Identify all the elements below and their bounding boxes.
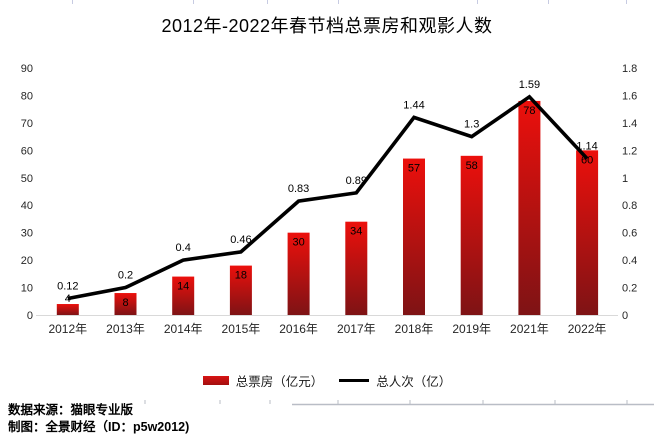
x-axis-label: 2022年 [568, 322, 607, 336]
gridline-tick [72, 0, 73, 4]
line-value-label: 0.12 [57, 281, 78, 293]
bar-2022年 [576, 150, 599, 315]
line-value-label: 0.89 [346, 175, 367, 187]
bar-2021年 [518, 100, 541, 315]
x-axis-label: 2017年 [337, 322, 376, 336]
bar-value-label: 30 [292, 237, 304, 249]
chart-legend: 总票房（亿元） 总人次（亿） [0, 371, 654, 390]
right-axis-tick: 1.8 [622, 63, 637, 75]
bar-2016年 [287, 232, 310, 315]
bar-2018年 [403, 158, 425, 315]
left-axis-tick: 70 [21, 118, 33, 130]
right-axis-tick: 1 [622, 173, 628, 185]
right-axis-tick: 0 [622, 310, 628, 322]
gridline-tick [477, 0, 478, 4]
line-value-label: 0.2 [118, 270, 133, 282]
chart-title: 2012年-2022年春节档总票房和观影人数 [161, 16, 493, 36]
line-value-label: 0.83 [288, 183, 309, 195]
gridline-tick [626, 0, 627, 4]
gridline-tick [193, 0, 194, 4]
line-value-label: 1.14 [576, 141, 597, 153]
legend-label-attendance: 总人次（亿） [376, 375, 452, 389]
bar-2013年 [114, 293, 137, 315]
bar-2017年 [345, 221, 368, 315]
bar-value-label: 34 [350, 226, 362, 238]
gridline-tick [548, 0, 549, 4]
line-value-label: 0.46 [230, 234, 251, 246]
bar-value-label: 60 [581, 154, 593, 166]
right-axis-tick: 1.4 [622, 118, 637, 130]
bar-2019年 [460, 155, 483, 315]
x-axis-label: 2012年 [48, 322, 87, 336]
x-axis-label: 2015年 [222, 322, 261, 336]
bar-2012年 [56, 304, 79, 315]
bar-value-label: 57 [408, 163, 420, 175]
left-axis-tick: 90 [21, 63, 33, 75]
line-value-label: 1.3 [464, 119, 479, 131]
line-value-label: 1.44 [403, 99, 424, 111]
left-axis-tick: 80 [21, 90, 33, 102]
bar-2015年 [229, 265, 252, 315]
bar-value-label: 78 [523, 105, 535, 117]
credit-text: 制图：全景财经（ID：p5w2012) [8, 420, 190, 434]
bar-value-label: 4 [65, 293, 71, 305]
right-axis-tick: 0.4 [622, 255, 637, 267]
x-axis-label: 2019年 [452, 322, 491, 336]
bar-series-swatch-icon [202, 376, 229, 385]
left-axis-tick: 20 [21, 255, 33, 267]
legend-item-box-office: 总票房（亿元） [202, 371, 324, 390]
line-value-label: 0.4 [176, 242, 191, 254]
line-series-swatch-icon [339, 378, 370, 383]
right-axis-tick: 0.2 [622, 283, 637, 295]
x-axis-label: 2021年 [510, 322, 549, 336]
right-axis-tick: 0.6 [622, 228, 637, 240]
left-axis-tick: 40 [21, 200, 33, 212]
bar-value-label: 18 [235, 270, 247, 282]
line-value-label: 1.59 [519, 79, 540, 91]
bar-value-label: 58 [466, 160, 478, 172]
right-axis-tick: 1.6 [622, 90, 637, 102]
x-axis-label: 2013年 [106, 322, 145, 336]
bar-value-label: 14 [177, 281, 189, 293]
legend-item-attendance: 总人次（亿） [339, 371, 451, 390]
data-source-text: 数据来源：猫眼专业版 [8, 403, 134, 417]
x-axis-label: 2018年 [395, 322, 434, 336]
footer: 数据来源：猫眼专业版 制图：全景财经（ID：p5w2012) [8, 402, 189, 436]
bar-2014年 [172, 276, 195, 315]
right-axis-tick: 1.2 [622, 145, 637, 157]
gridline-tick [338, 0, 339, 4]
left-axis-tick: 10 [21, 283, 33, 295]
legend-label-box-office: 总票房（亿元） [235, 375, 324, 389]
left-axis-tick: 0 [27, 310, 33, 322]
x-axis-label: 2016年 [279, 322, 318, 336]
left-axis-tick: 60 [21, 145, 33, 157]
gridline-tick [267, 0, 268, 4]
bar-value-label: 8 [122, 297, 128, 309]
left-axis-tick: 50 [21, 173, 33, 185]
x-axis-label: 2014年 [164, 322, 203, 336]
left-axis-tick: 30 [21, 228, 33, 240]
right-axis-tick: 0.8 [622, 200, 637, 212]
attendance-line [67, 94, 589, 301]
